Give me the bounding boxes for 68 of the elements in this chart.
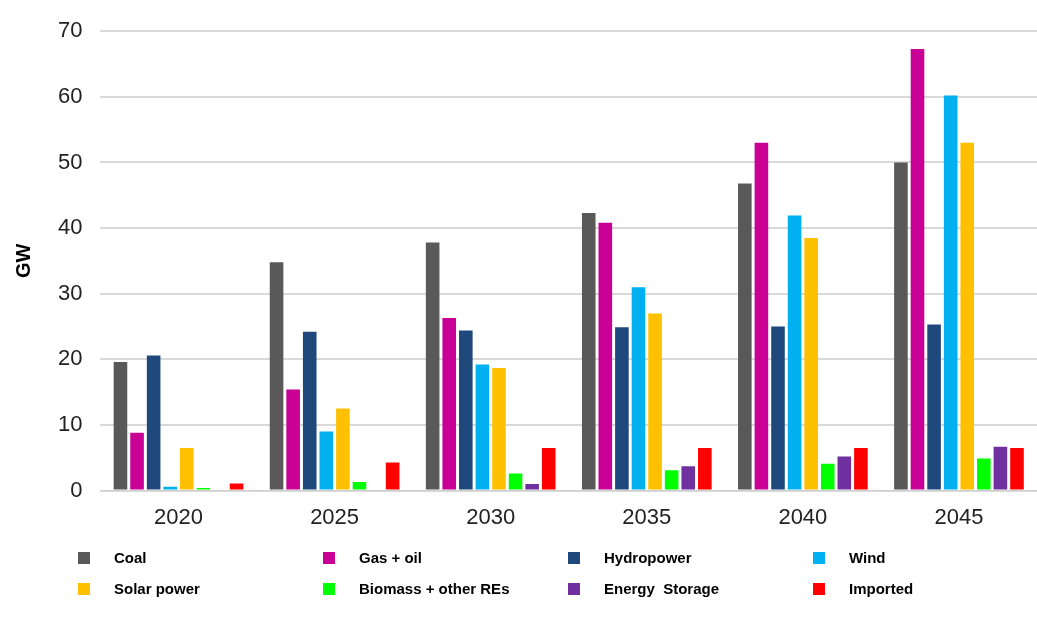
- x-tick-label: 2040: [778, 503, 828, 529]
- bar: [1010, 447, 1024, 490]
- bar: [130, 432, 144, 490]
- bar: [771, 326, 785, 490]
- bar: [631, 287, 646, 490]
- y-axis-title: GW: [11, 243, 34, 279]
- x-tick-label: 2035: [622, 503, 672, 529]
- bar: [163, 486, 178, 490]
- bar: [508, 473, 523, 490]
- bar: [664, 470, 679, 490]
- bar: [269, 262, 284, 490]
- bar: [319, 431, 334, 490]
- legend-label: Energy Storage: [603, 580, 721, 597]
- bar: [459, 330, 473, 490]
- bar: [927, 324, 941, 490]
- bar: [977, 458, 991, 490]
- legend-label: Hydropower: [603, 549, 693, 566]
- bar: [993, 446, 1008, 490]
- bar: [442, 318, 457, 490]
- y-tick-label: 40: [57, 214, 83, 240]
- y-tick-label: 70: [57, 17, 83, 43]
- bar: [180, 447, 194, 490]
- bar: [648, 313, 662, 490]
- x-tick-label: 2025: [310, 503, 360, 529]
- bar: [910, 48, 925, 490]
- bar: [681, 466, 696, 490]
- legend-label: Gas + oil: [358, 549, 423, 566]
- y-tick-label: 60: [57, 82, 83, 108]
- bar: [492, 367, 506, 490]
- x-tick-label: 2020: [154, 503, 203, 529]
- bar: [385, 462, 400, 490]
- bar: [352, 482, 367, 490]
- bar: [804, 237, 818, 490]
- bar: [286, 389, 300, 490]
- bar: [837, 456, 852, 490]
- bar: [541, 447, 556, 490]
- bar: [738, 183, 752, 490]
- bar: [336, 408, 350, 490]
- bar: [525, 484, 539, 490]
- y-tick-label: 10: [57, 411, 83, 437]
- legend-label: Wind: [848, 549, 887, 566]
- bar: [581, 212, 596, 490]
- bar: [229, 483, 244, 490]
- legend-label: Imported: [848, 580, 915, 597]
- bar: [894, 162, 908, 490]
- legend-label: Solar power: [113, 580, 201, 597]
- bar: [425, 242, 440, 490]
- y-tick-label: 50: [57, 148, 83, 174]
- bar: [754, 142, 769, 490]
- x-tick-label: 2030: [466, 503, 516, 529]
- y-tick-label: 20: [57, 345, 83, 371]
- x-tick-label: 2045: [934, 503, 984, 529]
- bar: [615, 327, 629, 490]
- y-tick-label: 30: [57, 279, 83, 305]
- bar: [598, 222, 613, 490]
- bar: [943, 95, 958, 490]
- legend-label: Coal: [113, 549, 148, 566]
- legend-label: Biomass + other REs: [358, 580, 511, 597]
- y-tick-label: 0: [70, 476, 83, 502]
- bar: [787, 215, 802, 490]
- bar: [113, 361, 128, 490]
- bar: [854, 447, 868, 490]
- bar: [960, 142, 975, 490]
- bar: [302, 331, 317, 490]
- bar: [475, 364, 490, 490]
- bar: [820, 463, 835, 490]
- bar: [698, 447, 712, 490]
- bar: [146, 355, 161, 490]
